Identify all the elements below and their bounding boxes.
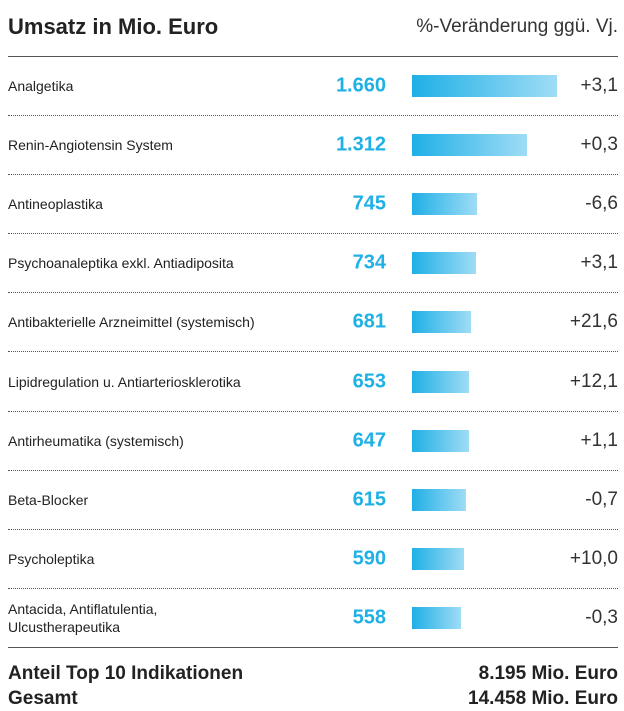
value-label: 745 bbox=[352, 192, 386, 215]
value-label: 681 bbox=[352, 310, 386, 333]
category-label: Antirheumatika (systemisch) bbox=[8, 432, 184, 449]
bar bbox=[412, 311, 472, 334]
value-label: 590 bbox=[352, 547, 386, 570]
category-label: Antacida, Antiflatulentia, Ulcustherapeu… bbox=[8, 600, 158, 635]
bar bbox=[412, 488, 466, 511]
change-label: +12,1 bbox=[569, 370, 618, 392]
value-label: 1.660 bbox=[335, 74, 386, 97]
header-rule bbox=[8, 56, 618, 57]
row: Antacida, Antiflatulentia, Ulcustherapeu… bbox=[8, 589, 618, 648]
category-label: Psychoanaleptika exkl. Antiadiposita bbox=[8, 255, 234, 272]
category-label: Lipidregulation u. Antiarteriosklerotika bbox=[8, 373, 241, 390]
bar bbox=[412, 547, 464, 570]
footer-label: Gesamt bbox=[8, 688, 78, 709]
bar bbox=[412, 134, 527, 157]
bar bbox=[412, 429, 469, 452]
bar bbox=[412, 193, 478, 216]
bar bbox=[412, 252, 477, 275]
bar bbox=[412, 75, 557, 98]
value-label: 615 bbox=[352, 488, 386, 511]
row: Renin-Angiotensin System 1.312 +0,3 bbox=[8, 116, 618, 176]
row: Antineoplastika 745 -6,6 bbox=[8, 175, 618, 235]
row: Psycholeptika 590 +10,0 bbox=[8, 530, 618, 589]
value-label: 558 bbox=[352, 606, 386, 629]
row: Beta-Blocker 615 -0,7 bbox=[8, 471, 618, 530]
row: Psychoanaleptika exkl. Antiadiposita 734 +… bbox=[8, 234, 618, 294]
row: Analgetika 1.660 +3,1 bbox=[8, 57, 618, 117]
value-label: 653 bbox=[352, 370, 386, 393]
title: Umsatz in Mio. Euro bbox=[8, 14, 219, 39]
category-label: Renin-Angiotensin System bbox=[8, 137, 173, 154]
category-label: Analgetika bbox=[8, 78, 74, 95]
change-label: +1,1 bbox=[580, 429, 618, 451]
footer-label: Anteil Top 10 Indikationen bbox=[8, 663, 244, 684]
change-label: +21,6 bbox=[569, 311, 618, 333]
footer-value: 8.195 Mio. Euro bbox=[478, 663, 618, 684]
value-label: 734 bbox=[352, 251, 386, 274]
change-label: +0,3 bbox=[580, 134, 618, 156]
footer-value: 14.458 Mio. Euro bbox=[468, 688, 618, 709]
change-label: -0,3 bbox=[585, 606, 618, 628]
change-label: +3,1 bbox=[580, 75, 618, 97]
category-label: Antibakterielle Arzneimittel (systemisch… bbox=[8, 314, 255, 331]
change-label: -0,7 bbox=[585, 488, 618, 510]
change-label: +10,0 bbox=[569, 547, 618, 569]
category-label: Antineoplastika bbox=[8, 196, 103, 213]
value-label: 647 bbox=[352, 429, 386, 452]
row: Antirheumatika (systemisch) 647 +1,1 bbox=[8, 412, 618, 471]
value-label: 1.312 bbox=[335, 133, 386, 156]
row: Antibakterielle Arzneimittel (systemisch… bbox=[8, 293, 618, 353]
footer-row: Gesamt 14.458 Mio. Euro bbox=[8, 688, 618, 710]
row: Lipidregulation u. Antiarteriosklerotika… bbox=[8, 353, 618, 412]
bar bbox=[412, 606, 461, 629]
category-label: Beta-Blocker bbox=[8, 491, 89, 508]
footer-row: Anteil Top 10 Indikationen 8.195 Mio. Eur… bbox=[8, 663, 618, 685]
bar bbox=[412, 370, 470, 393]
change-label: +3,1 bbox=[580, 252, 618, 274]
category-label: Psycholeptika bbox=[8, 550, 95, 567]
change-label: -6,6 bbox=[585, 193, 618, 215]
subtitle: %-Veränderung ggü. Vj. bbox=[416, 16, 618, 37]
